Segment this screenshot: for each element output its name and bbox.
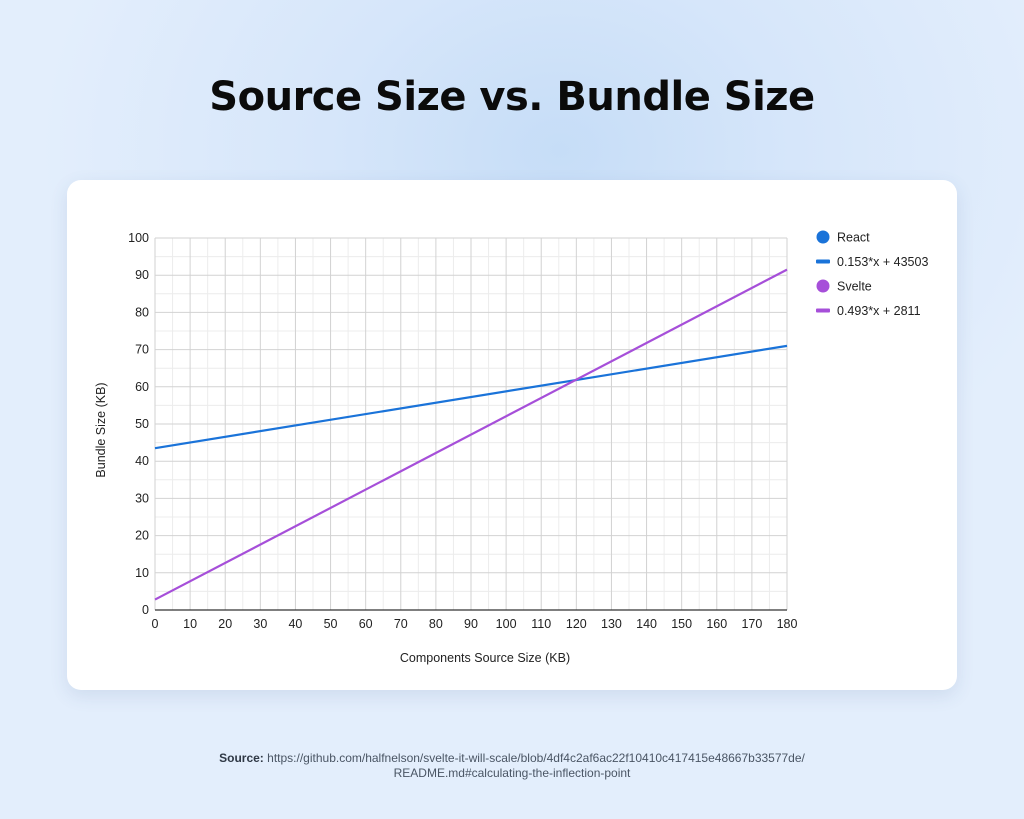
legend-marker-line (816, 308, 830, 313)
x-tick-label: 60 (359, 617, 373, 631)
source-link-line1[interactable]: https://github.com/halfnelson/svelte-it-… (267, 751, 805, 765)
y-tick-label: 20 (135, 529, 149, 543)
x-tick-label: 20 (218, 617, 232, 631)
line-chart: 0 10 20 30 40 50 60 70 80 90 100 110 120 130 140 150 160… (94, 230, 928, 665)
x-tick-label: 30 (253, 617, 267, 631)
chart-legend: React 0.153*x + 43503 Svelte 0.493*x + 2811 (816, 230, 928, 318)
legend-marker-circle (816, 279, 830, 293)
chart-series (154, 268, 788, 601)
x-tick-label: 100 (496, 617, 517, 631)
x-tick-label: 40 (288, 617, 302, 631)
x-tick-label: 110 (531, 617, 551, 631)
source-label: Source: (219, 751, 264, 765)
legend-label: 0.153*x + 43503 (837, 255, 928, 269)
legend-label: Svelte (837, 280, 872, 294)
x-tick-label: 50 (324, 617, 338, 631)
y-tick-label: 90 (135, 268, 149, 282)
x-tick-label: 180 (777, 617, 798, 631)
source-footer: Source: https://github.com/halfnelson/sv… (0, 751, 1024, 781)
x-tick-label: 170 (741, 617, 762, 631)
x-tick-label: 120 (566, 617, 587, 631)
chart-axes: 0 10 20 30 40 50 60 70 80 90 100 110 120 130 140 150 160… (128, 231, 797, 631)
y-tick-label: 60 (135, 380, 149, 394)
x-tick-label: 130 (601, 617, 622, 631)
x-tick-label: 10 (183, 617, 197, 631)
chart-card: 0 10 20 30 40 50 60 70 80 90 100 110 120 130 140 150 160… (67, 180, 957, 690)
legend-marker-line (816, 259, 830, 264)
x-axis-label: Components Source Size (KB) (400, 651, 570, 665)
source-link-line2[interactable]: README.md#calculating-the-inflection-poi… (393, 766, 631, 780)
y-tick-label: 50 (135, 417, 149, 431)
x-tick-label: 0 (152, 617, 159, 631)
y-tick-label: 80 (135, 305, 149, 319)
x-tick-label: 80 (429, 617, 443, 631)
y-tick-label: 0 (142, 603, 149, 617)
x-tick-label: 150 (671, 617, 692, 631)
x-tick-label: 140 (636, 617, 657, 631)
y-tick-label: 30 (135, 491, 149, 505)
legend-label: React (837, 231, 870, 245)
x-tick-label: 160 (706, 617, 727, 631)
y-tick-label: 70 (135, 343, 149, 357)
series-line-svelte (154, 268, 788, 601)
y-tick-label: 10 (135, 566, 149, 580)
y-axis-label: Bundle Size (KB) (94, 382, 108, 477)
chart-grid (154, 237, 788, 611)
x-tick-label: 90 (464, 617, 478, 631)
legend-marker-circle (816, 230, 830, 244)
page-title: Source Size vs. Bundle Size (209, 74, 815, 120)
series-line-react (154, 344, 788, 450)
x-tick-label: 70 (394, 617, 408, 631)
legend-label: 0.493*x + 2811 (837, 304, 921, 318)
y-tick-label: 40 (135, 454, 149, 468)
y-tick-label: 100 (128, 231, 149, 245)
